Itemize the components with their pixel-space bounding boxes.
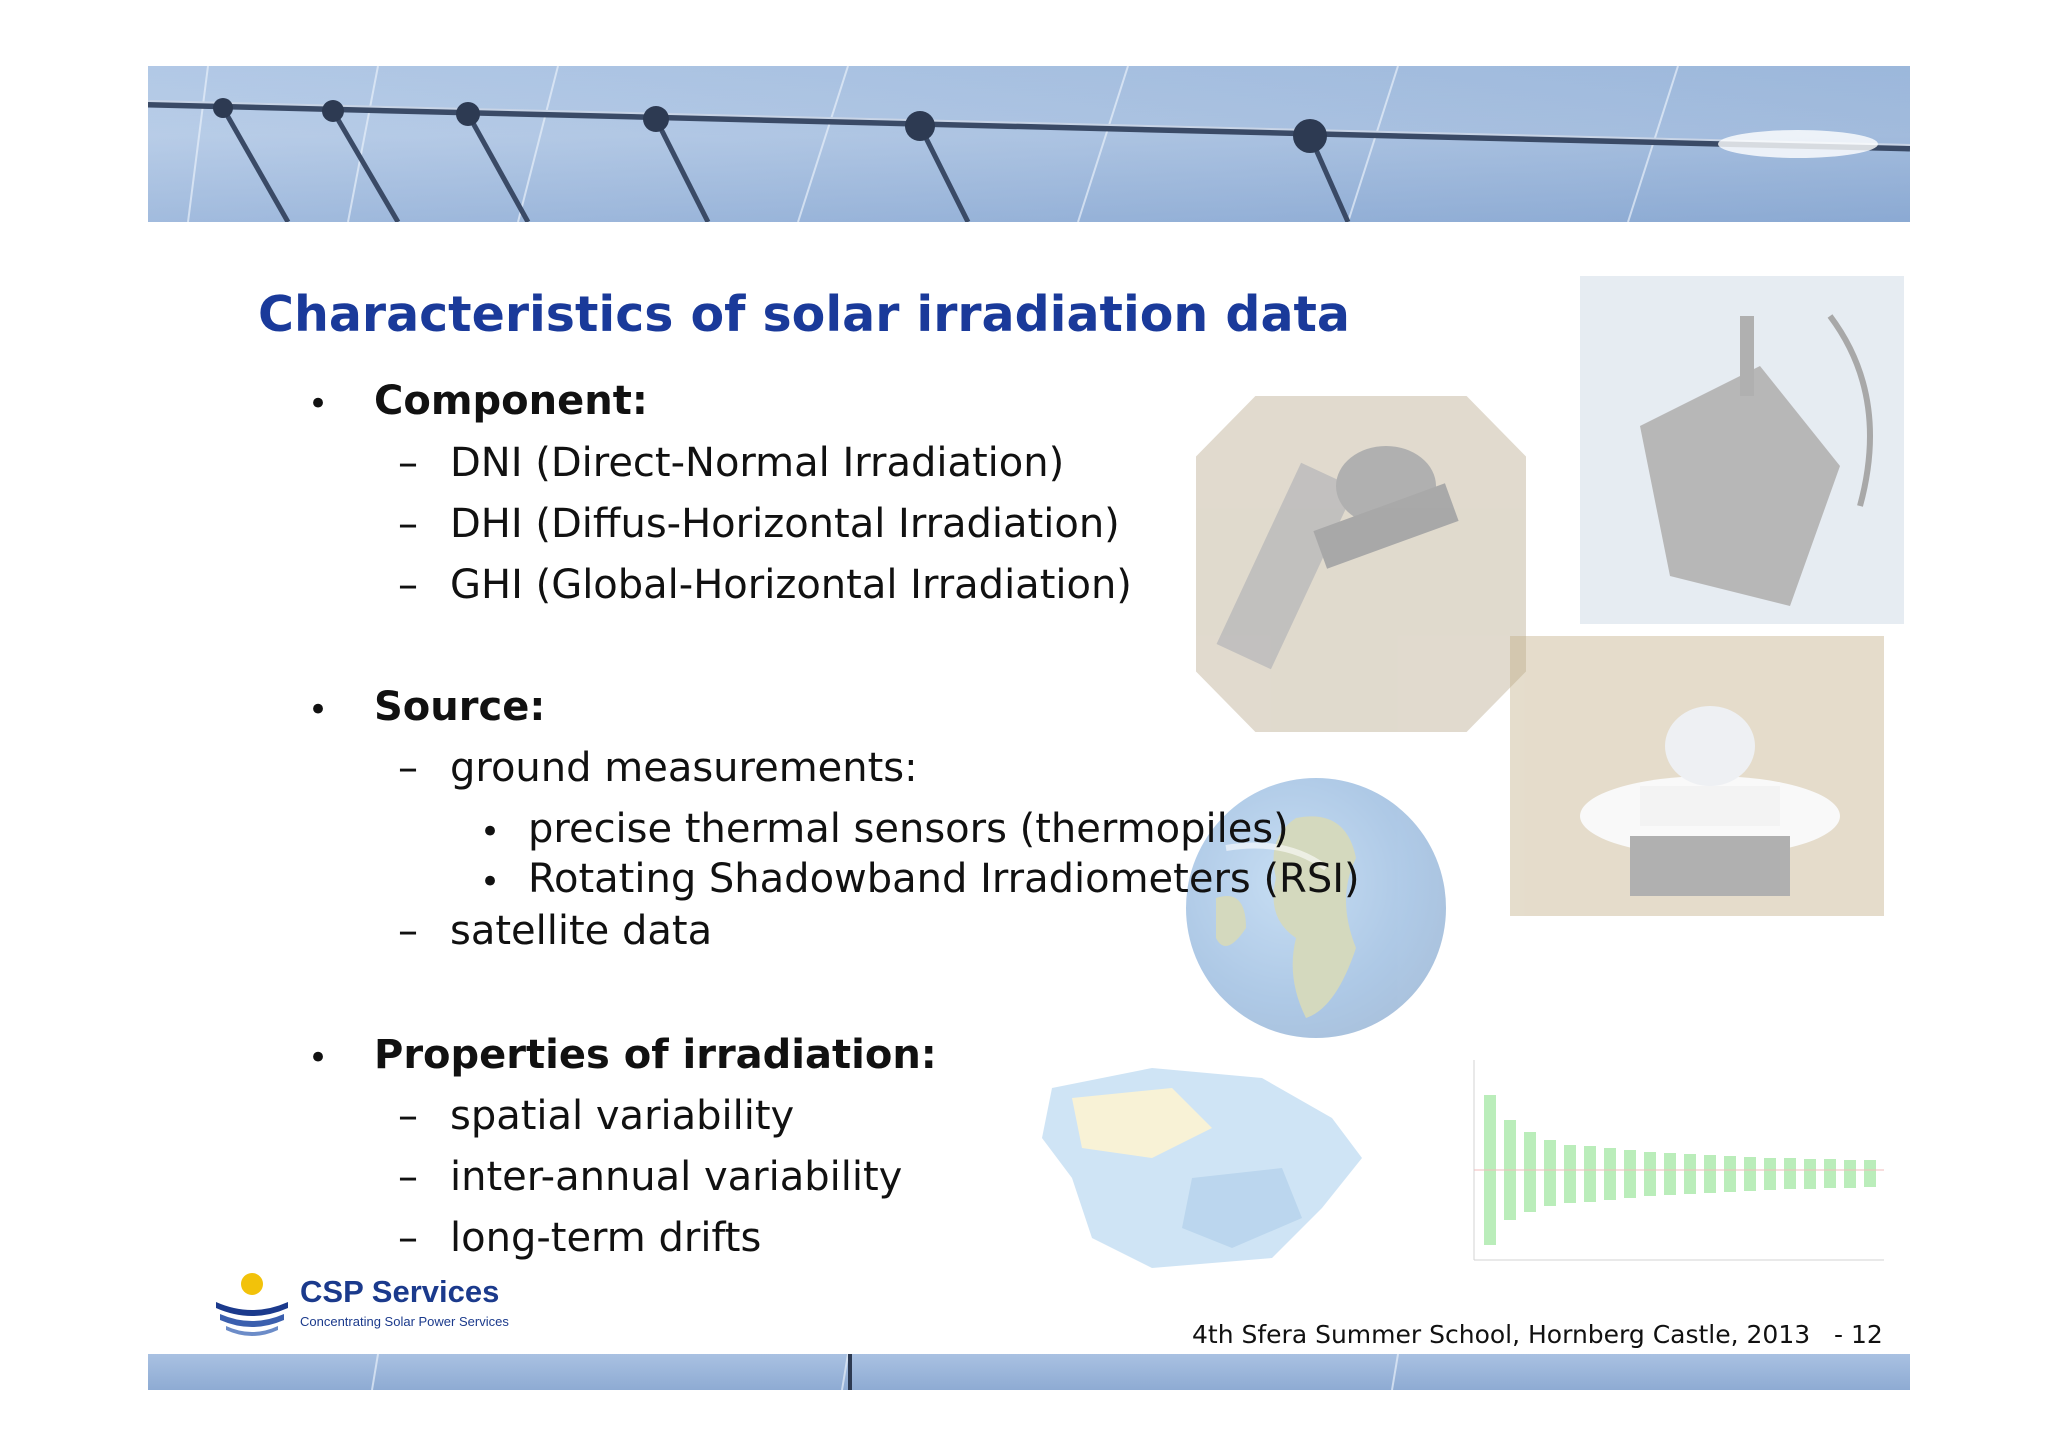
sub-list-item: Rotating Shadowband Irradiometers (RSI) bbox=[528, 856, 1360, 902]
list-item: DHI (Diffus-Horizontal Irradiation) bbox=[450, 501, 1120, 547]
bullet-marker: • bbox=[308, 690, 329, 730]
section-heading-component: Component: bbox=[374, 378, 648, 424]
dash-marker: – bbox=[398, 908, 418, 954]
sub-bullet-marker: • bbox=[480, 812, 501, 852]
dash-marker: – bbox=[398, 440, 418, 486]
bullet-marker: • bbox=[308, 1038, 329, 1078]
section-heading-properties: Properties of irradiation: bbox=[374, 1032, 937, 1078]
dash-marker: – bbox=[398, 562, 418, 608]
slide-title: Characteristics of solar irradiation dat… bbox=[258, 286, 1350, 343]
csp-services-logo: CSP Services Concentrating Solar Power S… bbox=[212, 1270, 532, 1340]
section-heading-source: Source: bbox=[374, 684, 546, 730]
sun-waves-icon bbox=[216, 1273, 288, 1336]
logo-tagline: Concentrating Solar Power Services bbox=[300, 1314, 509, 1329]
footer: 4th Sfera Summer School, Hornberg Castle… bbox=[1192, 1320, 1883, 1349]
sub-list-item: precise thermal sensors (thermopiles) bbox=[528, 806, 1289, 852]
globe-earth-image bbox=[1186, 778, 1446, 1038]
dash-marker: – bbox=[398, 501, 418, 547]
dash-marker: – bbox=[398, 1154, 418, 1200]
spain-irradiation-map bbox=[1032, 1058, 1392, 1278]
rsi-instrument-photo bbox=[1580, 276, 1904, 624]
list-item: GHI (Global-Horizontal Irradiation) bbox=[450, 562, 1132, 608]
list-item: DNI (Direct-Normal Irradiation) bbox=[450, 440, 1065, 486]
footer-banner-photo bbox=[148, 1354, 1910, 1390]
header-banner-photo bbox=[148, 66, 1910, 222]
list-item: inter-annual variability bbox=[450, 1154, 903, 1200]
list-item: long-term drifts bbox=[450, 1215, 762, 1261]
footer-event: 4th Sfera Summer School, Hornberg Castle… bbox=[1192, 1320, 1811, 1349]
sub-bullet-marker: • bbox=[480, 862, 501, 902]
logo-name: CSP Services bbox=[300, 1274, 500, 1309]
dash-marker: – bbox=[398, 745, 418, 791]
bullet-marker: • bbox=[308, 384, 329, 424]
dash-marker: – bbox=[398, 1215, 418, 1261]
page-number: - 12 bbox=[1833, 1320, 1883, 1349]
pyranometer-photo bbox=[1510, 636, 1884, 916]
dash-marker: – bbox=[398, 1093, 418, 1139]
list-item: satellite data bbox=[450, 908, 713, 954]
list-item: ground measurements: bbox=[450, 745, 918, 791]
thermopile-sensor-photo bbox=[1196, 396, 1526, 732]
list-item: spatial variability bbox=[450, 1093, 795, 1139]
irradiation-variability-chart bbox=[1434, 1040, 1894, 1280]
